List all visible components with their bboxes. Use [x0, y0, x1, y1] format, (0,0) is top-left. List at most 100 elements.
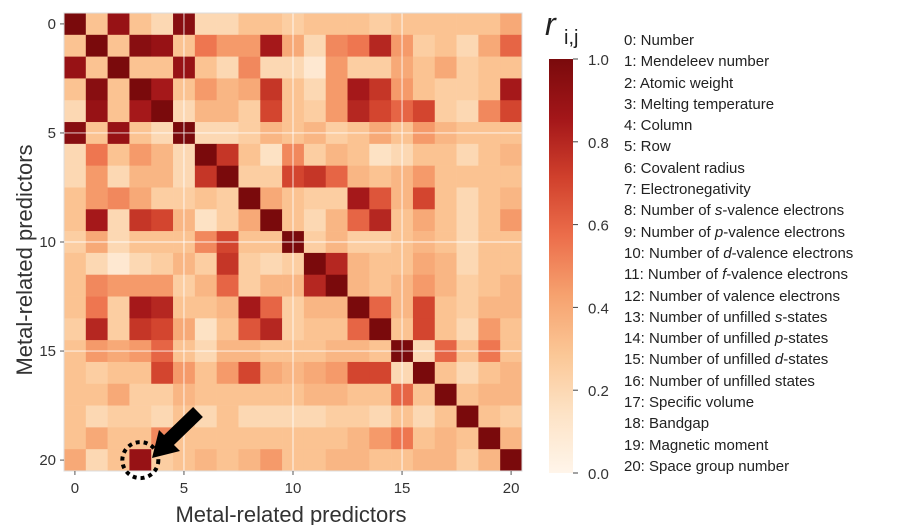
heatmap-cell: [64, 383, 87, 406]
heatmap-cell: [151, 34, 174, 57]
heatmap-cell: [194, 405, 217, 428]
heatmap-cell: [456, 252, 479, 276]
x-tick-label: 20: [503, 480, 520, 497]
heatmap-cell: [107, 252, 130, 276]
heatmap-cell: [347, 209, 370, 232]
heatmap-cell: [194, 34, 217, 57]
legend-item: 8: Number of s-valence electrons: [624, 202, 845, 220]
heatmap-cell: [107, 427, 130, 450]
heatmap-cell: [107, 78, 130, 101]
heatmap-cell: [107, 13, 130, 36]
heatmap-cell: [64, 318, 87, 341]
heatmap-cell: [107, 318, 130, 341]
heatmap-cell: [325, 165, 348, 188]
legend-item: 10: Number of d-valence electrons: [624, 244, 854, 262]
heatmap-cell: [325, 13, 348, 36]
heatmap-cell: [347, 34, 370, 57]
heatmap-cell: [325, 318, 348, 341]
heatmap-cell: [85, 405, 108, 428]
heatmap-cell: [260, 187, 283, 210]
heatmap-cell: [456, 383, 479, 406]
heatmap-cell: [347, 143, 370, 166]
heatmap-cell: [260, 100, 283, 123]
heatmap-cell: [194, 449, 217, 472]
heatmap-cell: [260, 165, 283, 188]
y-axis-ticks: 0 5 10 15 20: [39, 16, 64, 469]
heatmap-cell: [412, 383, 436, 406]
heatmap-cell: [216, 34, 239, 57]
heatmap-cell: [500, 296, 523, 319]
heatmap-cell: [347, 405, 370, 428]
y-axis-title: Metal-related predictors: [12, 144, 37, 375]
x-axis-ticks: 0 5 10 15 20: [71, 471, 520, 497]
heatmap-cell: [325, 187, 348, 210]
heatmap-cell: [347, 56, 370, 79]
heatmap-cell: [325, 274, 348, 297]
heatmap-cell: [369, 427, 392, 450]
heatmap-cell: [434, 274, 457, 297]
heatmap-cell: [478, 252, 501, 276]
heatmap-cell: [238, 296, 261, 319]
heatmap-cell: [238, 405, 261, 428]
heatmap-cell: [500, 361, 523, 385]
heatmap-cell: [456, 165, 479, 188]
heatmap-cell: [434, 143, 457, 166]
heatmap-cell: [129, 427, 152, 450]
heatmap-cell: [478, 405, 501, 428]
heatmap-cell: [107, 405, 130, 428]
heatmap-cell: [151, 143, 174, 166]
colorbar-label-sub: i,j: [564, 27, 578, 49]
legend-item: 1: Mendeleev number: [624, 53, 770, 71]
heatmap-cell: [129, 187, 152, 210]
heatmap-cell: [151, 78, 174, 101]
legend-item: 6: Covalent radius: [624, 159, 745, 177]
heatmap-cell: [434, 56, 457, 79]
heatmap-cell: [303, 318, 327, 341]
heatmap-cell: [412, 187, 436, 210]
heatmap-cell: [500, 187, 523, 210]
heatmap-cell: [107, 296, 130, 319]
heatmap-cell: [64, 78, 87, 101]
heatmap-cell: [129, 209, 152, 232]
heatmap-cell: [238, 187, 261, 210]
heatmap-cell: [303, 13, 327, 36]
heatmap-cell: [151, 187, 174, 210]
heatmap-cell: [325, 34, 348, 57]
heatmap-cell: [325, 383, 348, 406]
heatmap-cell: [303, 187, 327, 210]
heatmap-cell: [347, 187, 370, 210]
legend-item: 12: Number of valence electrons: [624, 287, 840, 305]
heatmap-cell: [238, 252, 261, 276]
heatmap-cell: [194, 56, 217, 79]
heatmap-cell: [412, 449, 436, 472]
heatmap-cell: [64, 34, 87, 57]
heatmap-cell: [194, 274, 217, 297]
heatmap-cell: [216, 318, 239, 341]
heatmap-cell: [456, 449, 479, 472]
heatmap-cell: [85, 252, 108, 276]
heatmap-cell: [456, 100, 479, 123]
heatmap-cell: [194, 427, 217, 450]
heatmap-cell: [347, 78, 370, 101]
heatmap-cell: [478, 78, 501, 101]
heatmap-cell: [478, 383, 501, 406]
heatmap-cell: [500, 449, 523, 472]
heatmap-cell: [64, 56, 87, 79]
predictor-legend: 0: Number 1: Mendeleev number 2: Atomic we…: [624, 30, 853, 477]
heatmap-cell: [456, 56, 479, 79]
heatmap-cell: [412, 274, 436, 297]
heatmap-cell: [216, 13, 239, 36]
heatmap-cell: [260, 296, 283, 319]
heatmap-cell: [216, 187, 239, 210]
legend-item: 14: Number of unfilled p-states: [624, 330, 829, 348]
heatmap-cell: [412, 100, 436, 123]
heatmap-cell: [85, 274, 108, 297]
heatmap-cell: [412, 165, 436, 188]
heatmap-cell: [412, 427, 436, 450]
heatmap-cell: [85, 78, 108, 101]
colorbar-label-main: r: [545, 6, 557, 42]
heatmap-cell: [347, 383, 370, 406]
heatmap-cell: [347, 252, 370, 276]
heatmap-cell: [412, 252, 436, 276]
